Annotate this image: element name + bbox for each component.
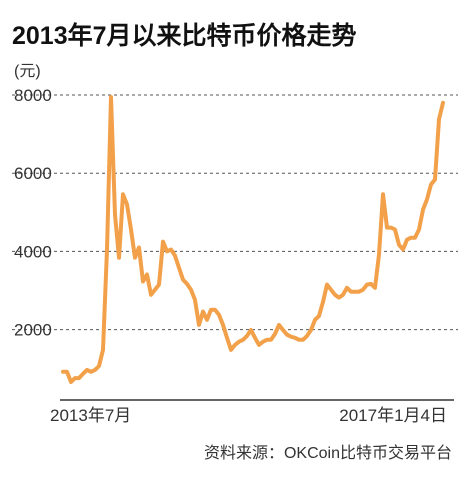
y-tick-label: 2000 (14, 321, 52, 340)
y-tick-label: 6000 (14, 164, 52, 183)
price-line (61, 95, 445, 384)
chart-title: 2013年7月以来比特币价格走势 (12, 21, 357, 50)
y-axis-label: (元) (14, 63, 41, 80)
y-tick-label: 4000 (14, 242, 52, 261)
source-note: 资料来源：OKCoin比特币交易平台 (204, 444, 452, 462)
y-tick-label: 8000 (14, 86, 52, 105)
x-tick-label: 2017年1月4日 (339, 406, 447, 425)
x-tick-label: 2013年7月 (50, 406, 131, 425)
